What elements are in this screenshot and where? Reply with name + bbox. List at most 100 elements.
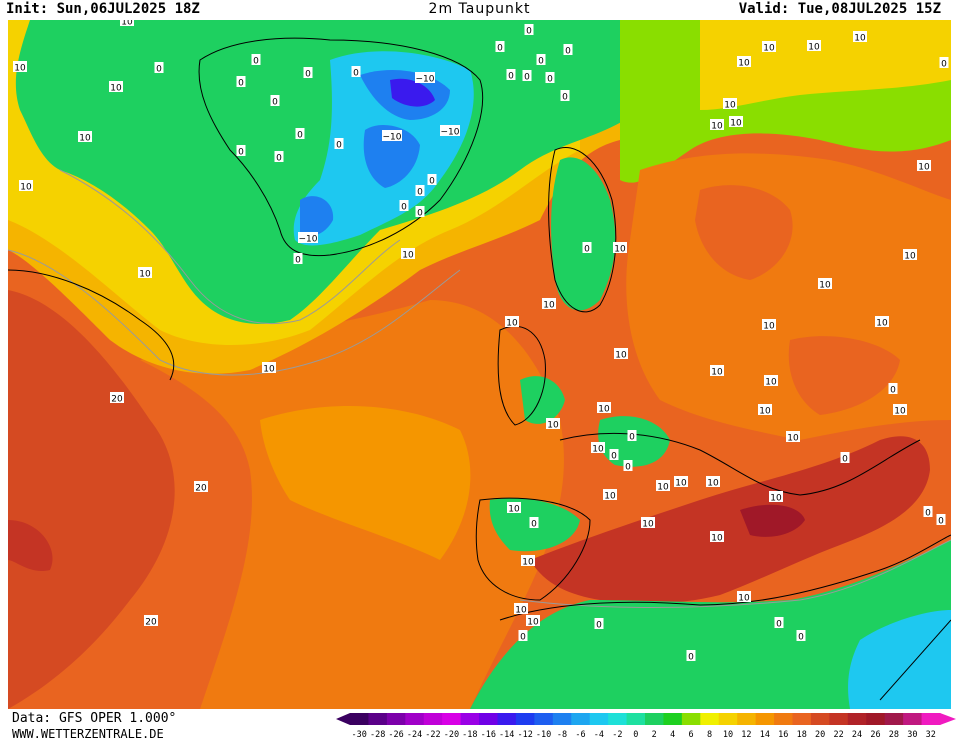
contour-label: 0 xyxy=(686,650,696,663)
scale-label: 24 xyxy=(852,730,862,739)
contour-label-bg xyxy=(505,316,519,327)
contour-label-text: 20 xyxy=(145,618,157,628)
contour-label-text: 0 xyxy=(938,517,944,527)
scale-swatch xyxy=(386,713,406,725)
scale-label: 32 xyxy=(926,730,936,739)
contour-label: 0 xyxy=(154,62,164,75)
contour-label-bg xyxy=(518,630,528,641)
scale-label: -18 xyxy=(462,730,477,739)
contour-label: 10 xyxy=(769,491,783,504)
contour-label: 10 xyxy=(120,20,134,28)
contour-label-bg xyxy=(594,618,604,629)
contour-label-bg xyxy=(591,442,605,453)
contour-label: 0 xyxy=(236,145,246,158)
contour-label: 0 xyxy=(295,128,305,141)
contour-label: 0 xyxy=(415,185,425,198)
contour-label-bg xyxy=(110,392,124,403)
contour-label-bg xyxy=(818,278,832,289)
scale-swatch xyxy=(884,713,904,725)
contour-label-bg xyxy=(138,267,152,278)
scale-label: 4 xyxy=(670,730,675,739)
contour-label-text: −10 xyxy=(441,128,460,138)
contour-label-text: 0 xyxy=(253,57,259,67)
contour-label: 10 xyxy=(641,517,655,530)
contour-label-bg xyxy=(542,298,556,309)
contour-label-text: 10 xyxy=(707,479,719,489)
contour-label: 0 xyxy=(840,452,850,465)
scale-swatch xyxy=(534,713,554,725)
contour-label: 10 xyxy=(603,489,617,502)
contour-label-text: 10 xyxy=(711,122,723,132)
contour-label: 0 xyxy=(888,383,898,396)
contour-label-bg xyxy=(78,131,92,142)
scale-swatch xyxy=(460,713,480,725)
contour-label-text: 0 xyxy=(625,463,631,473)
contour-label-text: 0 xyxy=(565,47,571,57)
contour-label: 10 xyxy=(521,555,535,568)
scale-label: 6 xyxy=(689,730,694,739)
contour-label-bg xyxy=(762,319,776,330)
contour-label-bg xyxy=(415,206,425,217)
contour-line-10b xyxy=(519,539,951,608)
scale-arrow-right xyxy=(940,713,956,725)
contour-label-text: 10 xyxy=(759,407,771,417)
contour-label: 0 xyxy=(529,517,539,530)
contour-label-bg xyxy=(936,514,946,525)
contour-label-text: 10 xyxy=(854,34,866,44)
contour-label: 10 xyxy=(19,180,33,193)
contour-label-bg xyxy=(762,41,776,52)
scale-swatch xyxy=(718,713,738,725)
contour-label-text: 0 xyxy=(417,188,423,198)
contour-label-text: 10 xyxy=(894,407,906,417)
scale-swatch xyxy=(442,713,462,725)
scale-label: 28 xyxy=(889,730,899,739)
contour-label-bg xyxy=(120,20,134,26)
contour-label-text: 0 xyxy=(562,93,568,103)
contour-line-0a xyxy=(59,169,401,325)
contour-label: 0 xyxy=(939,57,949,70)
scale-swatch xyxy=(571,713,591,725)
contour-label-bg xyxy=(686,650,696,661)
valid-time: Valid: Tue,08JUL2025 15Z xyxy=(738,1,941,17)
contour-label-text: 10 xyxy=(918,163,930,173)
contour-label-text: 10 xyxy=(614,245,626,255)
contour-label-text: 0 xyxy=(538,57,544,67)
field-blue-center xyxy=(363,125,420,188)
contour-label: 0 xyxy=(524,24,534,37)
contour-label-bg xyxy=(903,249,917,260)
scale-label: -16 xyxy=(481,730,496,739)
contour-label-bg xyxy=(303,67,313,78)
contour-label: 10 xyxy=(542,298,556,311)
contour-label-bg xyxy=(923,506,933,517)
scale-swatch xyxy=(681,713,701,725)
scale-label: 14 xyxy=(760,730,770,739)
scale-label: -12 xyxy=(517,730,532,739)
contour-label-bg xyxy=(521,555,535,566)
scale-label: 20 xyxy=(815,730,825,739)
contour-label: 0 xyxy=(506,69,516,82)
contour-label-bg xyxy=(298,232,318,243)
contour-label: 10 xyxy=(614,348,628,361)
contour-label: 0 xyxy=(560,90,570,103)
scale-label: -14 xyxy=(499,730,514,739)
scale-swatch xyxy=(829,713,849,725)
contour-label-text: −10 xyxy=(383,133,402,143)
contour-label: 10 xyxy=(674,476,688,489)
contour-label: 0 xyxy=(293,253,303,266)
scale-swatch xyxy=(589,713,609,725)
field-darkred-mediterranean xyxy=(530,436,930,604)
contour-label: 0 xyxy=(251,54,261,67)
contour-label-text: 0 xyxy=(297,131,303,141)
contour-label-text: 10 xyxy=(763,322,775,332)
contour-label-bg xyxy=(706,476,720,487)
contour-label-text: 0 xyxy=(941,60,947,70)
contour-label-text: 0 xyxy=(688,653,694,663)
scale-swatch xyxy=(810,713,830,725)
scale-label: -24 xyxy=(407,730,422,739)
scale-swatch xyxy=(515,713,535,725)
contour-label-bg xyxy=(656,480,670,491)
contour-label-text: 0 xyxy=(547,75,553,85)
contour-label-bg xyxy=(840,452,850,463)
contour-label: 10 xyxy=(737,56,751,69)
